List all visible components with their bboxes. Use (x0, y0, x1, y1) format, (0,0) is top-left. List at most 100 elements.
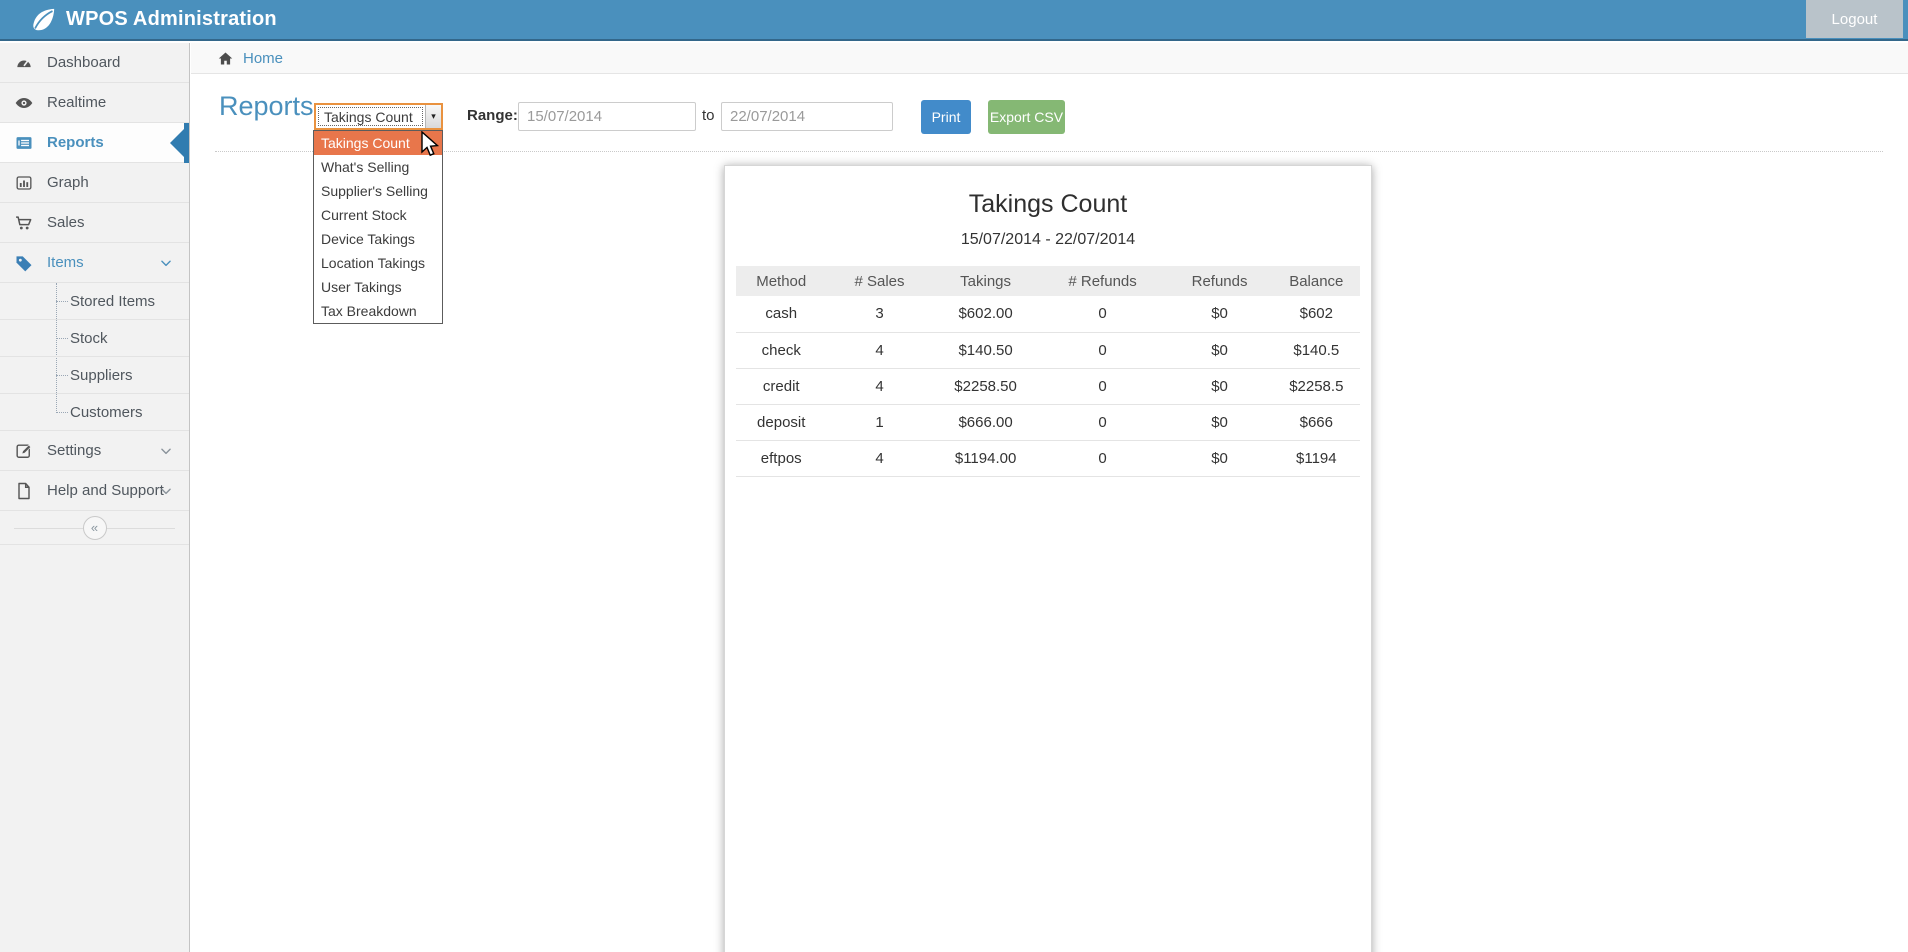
table-row: cash 3 $602.00 0 $0 $602 (736, 296, 1360, 333)
eye-icon (15, 97, 33, 108)
cell: 4 (826, 332, 933, 369)
page-title: Reports (219, 91, 314, 121)
dropdown-option-whats-selling[interactable]: What's Selling (321, 159, 410, 175)
cell: 1 (826, 404, 933, 441)
dropdown-option-user-takings[interactable]: User Takings (321, 279, 402, 295)
column-header: Method (736, 266, 827, 296)
home-icon (218, 51, 233, 65)
cell: $666 (1272, 404, 1360, 441)
sidebar-label: Stored Items (70, 292, 156, 310)
report-type-selected-value: Takings Count (318, 107, 423, 126)
sidebar-item-reports[interactable]: Reports (0, 123, 189, 163)
sidebar-collapse-button[interactable]: « (82, 515, 107, 540)
sidebar-label: Items (47, 254, 84, 271)
items-submenu: Stored Items Stock Suppliers Customers (0, 283, 189, 431)
export-csv-button[interactable]: Export CSV (988, 100, 1065, 134)
cell: $666.00 (932, 404, 1039, 441)
cell: 4 (826, 368, 933, 405)
table-row: deposit 1 $666.00 0 $0 $666 (736, 404, 1360, 441)
leaf-logo-icon (33, 8, 55, 31)
column-header: Balance (1272, 266, 1360, 296)
table-row: eftpos 4 $1194.00 0 $0 $1194 (736, 440, 1360, 477)
sidebar-item-items[interactable]: Items (0, 243, 189, 283)
dropdown-option-current-stock[interactable]: Current Stock (321, 207, 407, 223)
table-row: check 4 $140.50 0 $0 $140.5 (736, 332, 1360, 369)
dropdown-option-device-takings[interactable]: Device Takings (321, 231, 415, 247)
sidebar-label: Sales (47, 214, 85, 231)
cell: 3 (826, 296, 933, 333)
column-header: # Sales (826, 266, 933, 296)
document-icon (18, 482, 30, 499)
range-to-input[interactable] (721, 102, 893, 131)
sidebar-subitem-customers[interactable]: Customers (0, 394, 189, 431)
cell: $602.00 (932, 296, 1039, 333)
dashboard-gauge-icon (17, 59, 31, 67)
range-from-input[interactable] (518, 102, 696, 131)
cell: $2258.5 (1272, 368, 1360, 405)
cell: $140.50 (932, 332, 1039, 369)
cell: 0 (1038, 296, 1167, 333)
dropdown-option-tax-breakdown[interactable]: Tax Breakdown (321, 303, 417, 319)
cell: 4 (826, 440, 933, 477)
dropdown-option-location-takings[interactable]: Location Takings (321, 255, 426, 271)
cell: $0 (1166, 368, 1273, 405)
sidebar-subitem-stored-items[interactable]: Stored Items (0, 283, 189, 320)
chevron-down-icon (161, 448, 171, 454)
cell: $1194 (1272, 440, 1360, 477)
sidebar-subitem-stock[interactable]: Stock (0, 320, 189, 357)
logout-button[interactable]: Logout (1806, 0, 1903, 38)
header-divider (215, 151, 1883, 152)
cell: 0 (1038, 404, 1167, 441)
cell: $0 (1166, 404, 1273, 441)
cell: credit (736, 368, 827, 405)
report-title: Takings Count (968, 190, 1128, 218)
dropdown-option-suppliers-selling[interactable]: Supplier's Selling (321, 183, 428, 199)
active-marker-arrow (170, 128, 184, 157)
sidebar-subitem-suppliers[interactable]: Suppliers (0, 357, 189, 394)
sidebar-label: Stock (70, 329, 108, 347)
chevron-down-icon (161, 260, 171, 266)
select-dropdown-arrow-icon: ▾ (425, 105, 441, 128)
sidebar-item-sales[interactable]: Sales (0, 203, 189, 243)
sidebar-collapse-row: « (0, 511, 189, 545)
tree-guide-line (56, 283, 57, 413)
column-header: # Refunds (1038, 266, 1167, 296)
table-header-row: Method # Sales Takings # Refunds Refunds… (736, 266, 1360, 296)
sidebar-item-graph[interactable]: Graph (0, 163, 189, 203)
report-type-dropdown-list: Takings Count What's Selling Supplier's … (313, 130, 443, 324)
to-label: to (702, 107, 715, 124)
breadcrumb: Home (191, 43, 1908, 74)
sidebar-item-settings[interactable]: Settings (0, 431, 189, 471)
dropdown-option-takings-count[interactable]: Takings Count (314, 131, 442, 155)
cell: $0 (1166, 440, 1273, 477)
shopping-cart-icon (16, 215, 32, 229)
cell: $2258.50 (932, 368, 1039, 405)
reports-list-icon (16, 136, 32, 149)
cell: cash (736, 296, 827, 333)
sidebar-label: Help and Support (47, 482, 164, 499)
report-panel: Takings Count 15/07/2014 - 22/07/2014 Me… (724, 165, 1372, 952)
sidebar: Dashboard Realtime Reports Graph (0, 43, 190, 952)
print-button[interactable]: Print (921, 100, 971, 134)
cell: $602 (1272, 296, 1360, 333)
sidebar-item-realtime[interactable]: Realtime (0, 83, 189, 123)
cell: deposit (736, 404, 827, 441)
cell: $1194.00 (932, 440, 1039, 477)
sidebar-item-help-and-support[interactable]: Help and Support (0, 471, 189, 511)
report-date-range: 15/07/2014 - 22/07/2014 (960, 231, 1136, 248)
active-marker-bar (184, 123, 189, 163)
breadcrumb-home-link[interactable]: Home (243, 49, 284, 67)
chevron-down-icon (161, 488, 171, 494)
app-title: WPOS Administration (66, 8, 277, 30)
cell: $140.5 (1272, 332, 1360, 369)
table-row: credit 4 $2258.50 0 $0 $2258.5 (736, 368, 1360, 405)
report-type-select[interactable]: Takings Count ▾ (314, 103, 443, 130)
range-label: Range: (467, 107, 518, 124)
cell: $0 (1166, 296, 1273, 333)
app-brand: WPOS Administration (30, 6, 277, 33)
cell: 0 (1038, 440, 1167, 477)
main-content: Reports Takings Count ▾ Takings Count Wh… (191, 74, 1908, 952)
sidebar-label: Customers (70, 403, 143, 421)
sidebar-item-dashboard[interactable]: Dashboard (0, 43, 189, 83)
column-header: Refunds (1166, 266, 1273, 296)
